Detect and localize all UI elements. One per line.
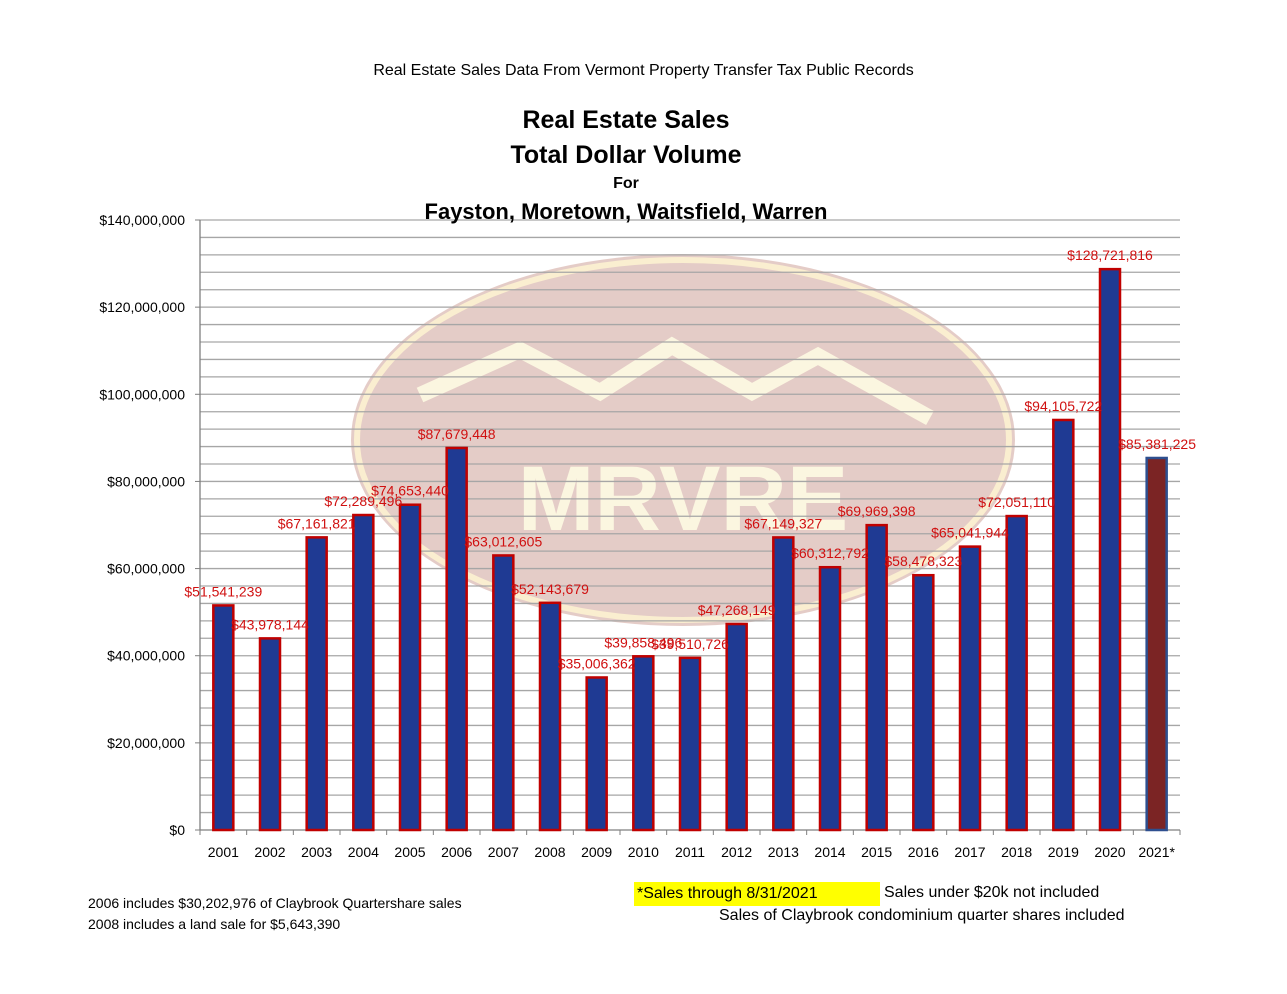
bars — [212, 267, 1168, 832]
y-tick-label: $80,000,000 — [107, 473, 185, 489]
bar-2013 — [772, 536, 795, 832]
bar-2017 — [958, 545, 982, 832]
x-tick-label: 2002 — [254, 844, 285, 860]
x-tick-label: 2018 — [1001, 844, 1032, 860]
y-tick-label: $0 — [169, 822, 185, 838]
data-label: $52,143,679 — [511, 581, 589, 597]
y-tick-label: $120,000,000 — [99, 299, 185, 315]
bar-2012 — [725, 622, 748, 832]
bar-2005 — [398, 503, 422, 832]
data-label: $69,969,398 — [838, 503, 916, 519]
x-tick-label: 2010 — [628, 844, 659, 860]
bar-2011 — [678, 656, 702, 832]
data-label: $39,858,496 — [604, 634, 682, 650]
bar-2015 — [865, 523, 888, 832]
x-tick-label: 2008 — [534, 844, 565, 860]
y-tick-label: $60,000,000 — [107, 561, 185, 577]
x-tick-label: 2011 — [675, 844, 705, 860]
sales-through-note: *Sales through 8/31/2021 — [634, 882, 880, 906]
bar-2021* — [1145, 456, 1168, 832]
data-label: $72,289,496 — [324, 493, 402, 509]
bar-2007 — [492, 554, 515, 832]
data-label: $87,679,448 — [418, 426, 496, 442]
x-tick-label: 2005 — [394, 844, 425, 860]
data-label: $72,051,110 — [978, 494, 1055, 510]
data-label: $35,006,362 — [558, 655, 636, 671]
chart-title-line-3: For — [613, 175, 639, 192]
data-label: $85,381,225 — [1118, 436, 1196, 452]
x-tick-label: 2019 — [1048, 844, 1079, 860]
data-label: $67,149,327 — [744, 515, 822, 531]
chart-source-caption: Real Estate Sales Data From Vermont Prop… — [373, 62, 914, 79]
y-tick-label: $40,000,000 — [107, 648, 185, 664]
inclusion-note: Sales of Claybrook condominium quarter s… — [719, 907, 1125, 924]
chart-title-line-2: Total Dollar Volume — [510, 141, 742, 169]
bar-2003 — [305, 536, 328, 832]
x-tick-label: 2014 — [814, 844, 845, 860]
x-tick-label: 2009 — [581, 844, 612, 860]
data-label: $65,041,944 — [931, 525, 1009, 541]
data-label: $39,510,726 — [651, 636, 729, 652]
bar-2014 — [818, 565, 842, 832]
data-label: $67,161,821 — [278, 515, 356, 531]
bar-2004 — [352, 513, 375, 832]
bar-2020 — [1098, 267, 1122, 832]
y-axis-tick-labels: $0 $20,000,000 $40,000,000 $60,000,000 $80,0… — [99, 212, 185, 838]
x-tick-label: 2017 — [954, 844, 985, 860]
data-label: $94,105,722 — [1024, 398, 1102, 414]
x-tick-label: 2006 — [441, 844, 472, 860]
data-label: $63,012,605 — [464, 533, 542, 549]
data-label: $60,312,792 — [791, 545, 869, 561]
bar-2016 — [912, 573, 935, 832]
data-label: $58,478,323 — [884, 553, 962, 569]
x-tick-label: 2003 — [301, 844, 332, 860]
x-tick-label: 2020 — [1094, 844, 1125, 860]
x-tick-label: 2013 — [768, 844, 799, 860]
y-tick-label: $140,000,000 — [99, 212, 185, 228]
data-label: $43,978,144 — [231, 616, 309, 632]
bar-2010 — [632, 655, 655, 832]
bar-2001 — [212, 604, 235, 832]
data-label: $74,653,440 — [371, 483, 449, 499]
bar-2006 — [445, 446, 468, 832]
bar-2002 — [258, 637, 282, 832]
x-axis-tick-labels: 2001 2002 2003 2004 2005 2006 2007 2008 2009 2010… — [208, 844, 1176, 860]
y-tick-label: $20,000,000 — [107, 735, 185, 751]
bar-2008 — [538, 601, 562, 832]
x-tick-label: 2004 — [348, 844, 379, 860]
data-label: $47,268,149 — [698, 602, 776, 618]
x-tick-label: 2001 — [208, 844, 239, 860]
bar-2009 — [585, 676, 608, 832]
data-labels: $51,541,239 $43,978,144 $67,161,821 $72,289… — [184, 247, 1196, 671]
bar-2019 — [1052, 418, 1075, 832]
chart-title-line-4: Fayston, Moretown, Waitsfield, Warren — [424, 199, 828, 224]
x-tick-label: 2015 — [861, 844, 892, 860]
bar-2018 — [1005, 514, 1028, 832]
data-label: $128,721,816 — [1067, 247, 1153, 263]
chart-title-line-1: Real Estate Sales — [522, 106, 730, 134]
data-label: $51,541,239 — [184, 583, 262, 599]
exclusion-note: Sales under $20k not included — [884, 884, 1100, 901]
y-tick-label: $100,000,000 — [99, 386, 185, 402]
footnote-land-sale-2008: 2008 includes a land sale for $5,643,390 — [88, 916, 341, 932]
x-tick-label: 2012 — [721, 844, 752, 860]
x-tick-label: 2007 — [488, 844, 519, 860]
x-tick-label: 2016 — [908, 844, 939, 860]
footnote-claybrook-2006: 2006 includes $30,202,976 of Claybrook Q… — [88, 895, 462, 911]
x-tick-label: 2021* — [1138, 844, 1175, 860]
